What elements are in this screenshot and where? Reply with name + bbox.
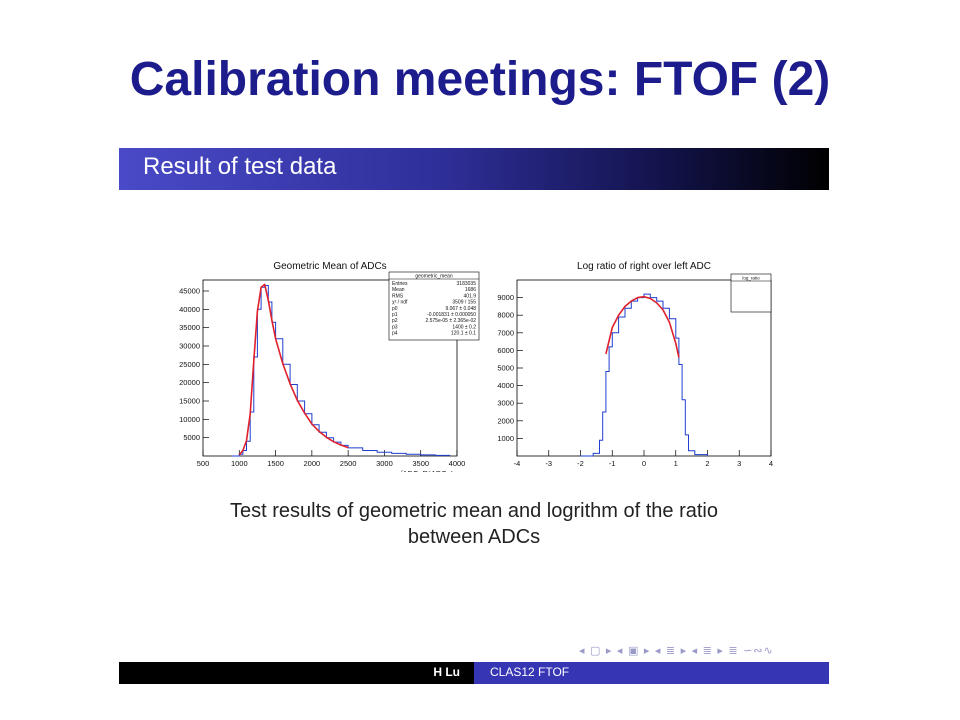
x-tick-label: 2000: [304, 459, 321, 468]
stats-box-title: log_ratio: [742, 276, 760, 281]
y-tick-label: 15000: [179, 397, 200, 406]
beamer-navigation-icons[interactable]: ◂ ▢ ▸ ◂ ▣ ▸ ◂ ≣ ▸ ◂ ≣ ▸ ≣ ∽∾∿: [579, 644, 774, 657]
geometric-mean-histogram-plot: Geometric Mean of ADCs 500 1000 1500 2000 250…: [179, 261, 480, 472]
x-tick-label: 500: [197, 459, 210, 468]
x-tick-label: 4: [769, 459, 773, 468]
frame-header-bar: Result of test data: [119, 148, 829, 190]
y-tick-label: 3000: [497, 399, 514, 408]
stats-row-value: 9.067 ± 0.048: [445, 306, 476, 312]
frame-footer: H Lu CLAS12 FTOF: [119, 662, 829, 684]
stats-row-value: 3183035: [457, 281, 477, 287]
y-tick-label: 20000: [179, 378, 200, 387]
y-tick-label: 25000: [179, 360, 200, 369]
x-tick-label: 1: [674, 459, 678, 468]
x-tick-label: 2500: [340, 459, 357, 468]
stats-row-label: p0: [392, 306, 398, 312]
x-tick-label: -2: [577, 459, 584, 468]
y-tick-label: 8000: [497, 311, 514, 320]
x-tick-label: -1: [609, 459, 616, 468]
x-axis-label: √ADC_R*ADC_L: [398, 469, 455, 472]
x-tick-label: 4000: [449, 459, 466, 468]
x-tick-label: 1000: [231, 459, 248, 468]
histogram-series: [580, 293, 708, 457]
x-tick-label: -4: [514, 459, 521, 468]
log-ratio-histogram-plot: Log ratio of right over left ADC -4 -3 -2 -1…: [497, 261, 773, 468]
y-tick-label: 40000: [179, 305, 200, 314]
footer-talk-title: CLAS12 FTOF: [490, 665, 570, 679]
fit-curve-series: [238, 283, 349, 456]
y-tick-label: 6000: [497, 346, 514, 355]
stats-box: geometric_mean Entries 3183035 Mean 1686 RMS 4…: [388, 271, 480, 341]
stats-row-value: 120.1 ± 0.1: [451, 331, 476, 337]
y-tick-label: 35000: [179, 323, 200, 332]
slide-title: Calibration meetings: FTOF (2): [129, 53, 831, 106]
stats-row-label: RMS: [392, 293, 404, 299]
stats-row-label: p1: [392, 312, 398, 318]
y-tick-label: 45000: [179, 287, 200, 296]
stats-row-value: 1400 ± 0.2: [452, 324, 476, 330]
frame-title: Result of test data: [143, 153, 337, 180]
x-tick-label: -3: [545, 459, 552, 468]
y-tick-label: 7000: [497, 328, 514, 337]
stats-row-label: Mean: [392, 287, 405, 293]
stats-row-value: -0.001831 ± 0.000050: [427, 312, 476, 318]
x-tick-label: 2: [705, 459, 709, 468]
x-tick-label: 3000: [376, 459, 393, 468]
stats-row-label: χ² / ndf: [392, 300, 408, 306]
stats-box: log_ratio: [730, 273, 772, 313]
stats-box-title: geometric_mean: [415, 274, 452, 280]
fit-curve-series: [605, 295, 680, 358]
y-tick-label: 30000: [179, 342, 200, 351]
y-tick-label: 9000: [497, 293, 514, 302]
x-tick-label: 3: [737, 459, 741, 468]
caption-line-2: between ADCs: [407, 526, 541, 548]
plot-frame: [202, 279, 458, 457]
stats-row-value: 3509 / 155: [452, 300, 476, 306]
slide-caption: Test results of geometric mean and logri…: [119, 498, 829, 550]
chart-title: Log ratio of right over left ADC: [577, 261, 711, 272]
stats-row-label: p3: [392, 324, 398, 330]
footer-author: H Lu: [433, 665, 460, 679]
y-tick-label: 5000: [183, 433, 200, 442]
stats-row-value: 2.575e-05 ± 2.365e-02: [425, 318, 476, 324]
footer-author-panel: H Lu: [119, 662, 474, 684]
stats-box-frame: [730, 273, 772, 313]
stats-row-value: 401.9: [463, 293, 476, 299]
x-tick-label: 3500: [412, 459, 429, 468]
beamer-frame: Result of test data Geometric Mean of AD…: [119, 148, 829, 684]
y-tick-label: 4000: [497, 381, 514, 390]
y-tick-label: 5000: [497, 364, 514, 373]
stats-row-label: Entries: [392, 281, 408, 287]
stats-row-label: p4: [392, 331, 398, 337]
y-tick-label: 1000: [497, 434, 514, 443]
y-tick-label: 2000: [497, 416, 514, 425]
x-tick-label: 1500: [267, 459, 284, 468]
y-tick-label: 10000: [179, 415, 200, 424]
caption-line-1: Test results of geometric mean and logri…: [229, 500, 718, 522]
stats-row-label: p2: [392, 318, 398, 324]
stats-row-value: 1686: [465, 287, 476, 293]
footer-talk-panel: CLAS12 FTOF: [474, 662, 829, 684]
stats-box-frame: [388, 271, 480, 341]
x-tick-label: 0: [642, 459, 646, 468]
chart-title: Geometric Mean of ADCs: [273, 261, 386, 272]
